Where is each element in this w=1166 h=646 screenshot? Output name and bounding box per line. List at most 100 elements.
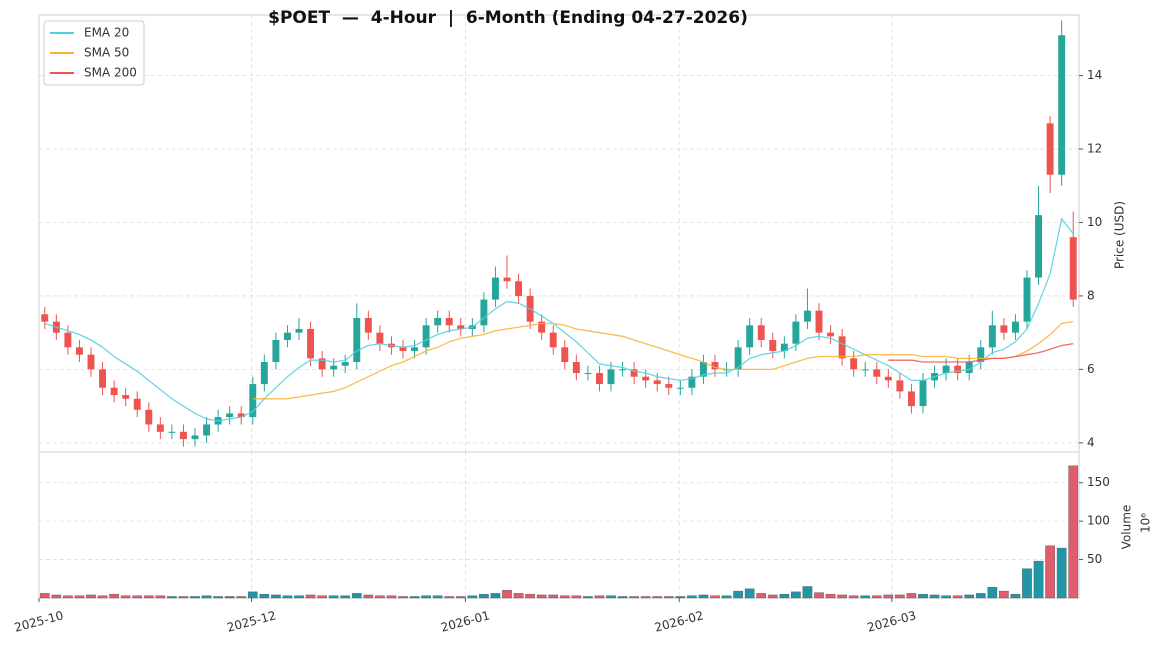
volume-bar: [294, 595, 304, 599]
candle-body: [907, 391, 915, 407]
volume-bar: [825, 593, 836, 599]
volume-bar: [1010, 593, 1021, 599]
volume-bar: [733, 590, 743, 599]
candle-body: [491, 277, 499, 300]
volume-bar: [317, 595, 327, 599]
volume-bar: [236, 596, 247, 599]
candle-body: [538, 321, 546, 333]
chart-title: $POET — 4-Hour | 6-Month (Ending 04-27-2…: [268, 8, 748, 28]
volume-bar: [710, 595, 720, 599]
candle-body: [376, 332, 384, 344]
volume-bar: [328, 595, 339, 599]
candle-body: [480, 299, 488, 326]
volume-bar: [941, 595, 951, 599]
candle-body: [815, 310, 823, 333]
volume-offset-label: 10⁶: [1139, 513, 1153, 533]
volume-bar: [51, 594, 62, 599]
candle-body: [584, 373, 592, 375]
volume-bar: [305, 594, 316, 599]
candle-body: [1035, 215, 1043, 278]
candle-body: [156, 424, 164, 432]
volume-bar: [617, 596, 628, 599]
candle-body: [838, 336, 846, 359]
candle-body: [99, 369, 107, 388]
volume-bar: [652, 596, 663, 599]
volume-bar: [895, 594, 905, 599]
candle-body: [457, 325, 465, 329]
volume-bar: [987, 587, 998, 599]
candle-body: [399, 347, 407, 352]
volume-bar: [871, 595, 882, 599]
volume-bar: [143, 595, 154, 599]
candle-body: [515, 281, 523, 296]
y-tick-label: 10: [1087, 215, 1102, 229]
volume-bar: [513, 593, 524, 599]
candle-body: [873, 369, 881, 377]
volume-bar: [952, 595, 963, 599]
candle-body: [168, 431, 176, 433]
candle-body: [676, 387, 684, 389]
candle-body: [179, 431, 187, 440]
volume-bar: [999, 590, 1009, 599]
volume-bar: [629, 596, 639, 599]
volume-bar: [802, 586, 813, 599]
volume-bar: [1045, 545, 1055, 599]
volume-bar: [536, 594, 547, 599]
volume-bar: [167, 596, 177, 599]
candle-body: [1023, 277, 1031, 322]
volume-bar: [918, 593, 928, 599]
volume-bar: [86, 594, 96, 599]
candle-body: [1000, 325, 1008, 333]
candle-body: [884, 376, 892, 381]
volume-frame: [38, 451, 1080, 599]
volume-bar: [375, 595, 385, 599]
volume-bar: [1022, 568, 1032, 599]
line-series: [44, 217, 1074, 422]
volume-bar: [398, 596, 408, 599]
candle-body: [549, 332, 557, 348]
candle-body: [411, 347, 419, 352]
volume-bar: [97, 595, 108, 599]
candle-body: [87, 354, 95, 370]
candle-body: [122, 395, 130, 399]
x-tick-label: 2025-10: [13, 608, 65, 635]
volume-bar: [74, 595, 85, 599]
volume-bar: [756, 593, 767, 599]
candle-body: [827, 332, 835, 337]
volume-bar: [282, 595, 293, 599]
candle-body: [780, 343, 788, 352]
volume-bar: [201, 595, 212, 599]
candle-body: [203, 424, 211, 436]
candle-body: [630, 369, 638, 377]
candle-body: [642, 376, 650, 381]
volume-bar: [467, 595, 478, 599]
candle-body: [75, 347, 83, 355]
volume-bar: [698, 594, 709, 599]
y-tick-label: 6: [1087, 362, 1095, 376]
volume-bar: [340, 595, 351, 599]
candle-body: [1011, 321, 1019, 333]
volume-bar: [687, 595, 697, 599]
candle-body: [64, 332, 72, 348]
candle-body: [850, 358, 858, 370]
volume-bar: [178, 596, 189, 599]
volume-bar: [906, 593, 917, 599]
volume-bar: [1056, 547, 1067, 599]
volume-bar: [583, 596, 593, 599]
candle-body: [1058, 35, 1066, 175]
volume-bar: [155, 595, 166, 599]
candle-body: [734, 347, 742, 370]
candle-body: [803, 310, 811, 322]
candle-body: [792, 321, 800, 344]
volume-bar: [490, 593, 501, 599]
candle-body: [607, 369, 615, 385]
volume-bar: [271, 594, 281, 599]
legend-label: SMA 50: [84, 46, 129, 60]
volume-bar: [594, 595, 605, 599]
volume-bar: [779, 593, 790, 599]
volume-bar: [224, 596, 235, 599]
legend-label: EMA 20: [84, 26, 129, 40]
volume-bar: [132, 595, 143, 599]
candle-body: [133, 398, 141, 410]
price-axis-label: Price (USD): [1113, 201, 1127, 269]
